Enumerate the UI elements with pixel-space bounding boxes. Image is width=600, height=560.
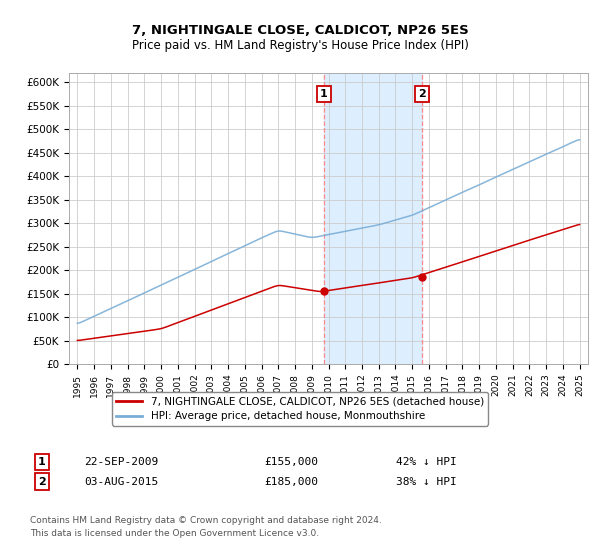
Text: £185,000: £185,000: [264, 477, 318, 487]
Text: Price paid vs. HM Land Registry's House Price Index (HPI): Price paid vs. HM Land Registry's House …: [131, 39, 469, 53]
Text: 42% ↓ HPI: 42% ↓ HPI: [396, 457, 457, 467]
Text: 22-SEP-2009: 22-SEP-2009: [84, 457, 158, 467]
Bar: [324, 73, 422, 364]
Text: 7, NIGHTINGALE CLOSE, CALDICOT, NP26 5ES: 7, NIGHTINGALE CLOSE, CALDICOT, NP26 5ES: [131, 24, 469, 38]
Text: This data is licensed under the Open Government Licence v3.0.: This data is licensed under the Open Gov…: [30, 529, 319, 538]
Text: 03-AUG-2015: 03-AUG-2015: [84, 477, 158, 487]
Text: £155,000: £155,000: [264, 457, 318, 467]
Text: Contains HM Land Registry data © Crown copyright and database right 2024.: Contains HM Land Registry data © Crown c…: [30, 516, 382, 525]
Legend: 7, NIGHTINGALE CLOSE, CALDICOT, NP26 5ES (detached house), HPI: Average price, d: 7, NIGHTINGALE CLOSE, CALDICOT, NP26 5ES…: [112, 392, 488, 426]
Text: 1: 1: [320, 89, 328, 99]
Text: 2: 2: [418, 89, 426, 99]
Text: 2: 2: [38, 477, 46, 487]
Text: 1: 1: [38, 457, 46, 467]
Text: 38% ↓ HPI: 38% ↓ HPI: [396, 477, 457, 487]
